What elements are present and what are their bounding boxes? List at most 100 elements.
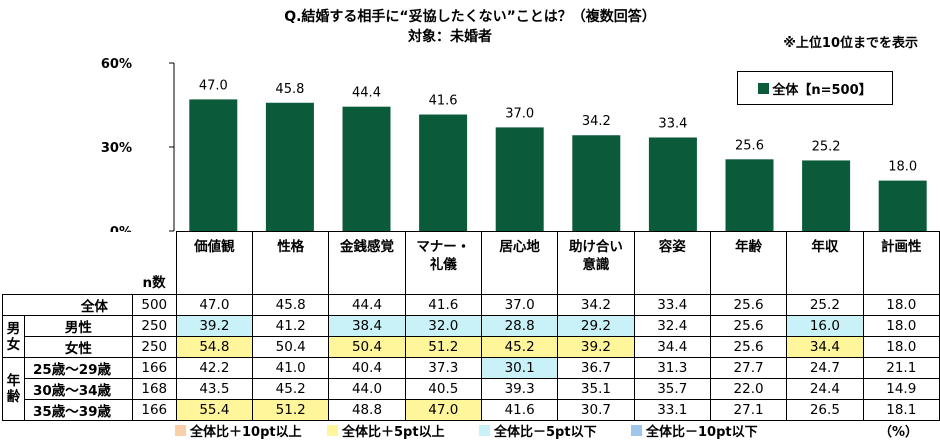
data-label: 45.8: [275, 82, 304, 97]
table-row: 全体 500 47.0 45.8 44.4 41.6 37.0 34.2 33.4 25.6 25.…: [2, 294, 940, 316]
table-row: 35歳～39歳 166 55.4 51.2 48.8 47.0 41.6 30.7 33.1 27…: [3, 399, 940, 421]
category-label-line: 意識: [582, 257, 610, 273]
highlight-key-label: 全体比＋5pt以上: [342, 425, 445, 440]
value-cell: 18.0: [862, 315, 940, 337]
value-cell: 41.2: [252, 315, 330, 337]
value-cell: 54.8: [175, 336, 254, 358]
legend-label: 全体【n=500】: [772, 82, 872, 98]
highlight-key-item: 全体比－10pt以下: [631, 421, 783, 440]
group-label: 男女: [2, 315, 25, 358]
chart-title: Q.結婚する相手に“妥協したくない”ことは？（複数回答）: [284, 9, 656, 25]
value-cell: 33.4: [633, 294, 711, 316]
value-cell: 31.3: [633, 357, 711, 379]
value-cell: 45.8: [252, 294, 330, 316]
n-header: n数: [132, 231, 177, 295]
value-cell: 27.1: [709, 399, 788, 421]
value-cell: 24.7: [786, 357, 864, 379]
value-cell: 18.0: [862, 336, 940, 358]
bar-居心地: [495, 127, 544, 231]
category-label-line: 年齢: [735, 239, 763, 255]
value-cell: 39.2: [557, 336, 635, 358]
value-cell: 33.1: [633, 399, 711, 421]
highlight-key-label: 全体比＋10pt以上: [190, 425, 302, 440]
n-cell: 250: [131, 336, 177, 358]
group-label: 年齢: [2, 357, 25, 421]
value-cell: 51.2: [404, 336, 482, 358]
bar-容姿: [648, 137, 697, 231]
category-label: 助け合い 意識: [557, 231, 635, 295]
highlight-swatch: [175, 425, 186, 436]
group-label-char: 齢: [6, 389, 21, 405]
value-cell: 18.0: [862, 294, 940, 316]
value-cell: 39.2: [175, 315, 254, 337]
value-cell: 41.0: [252, 357, 330, 379]
table-row: 30歳～34歳 168 43.5 45.2 44.0 40.5 39.3 35.1 35.7 22…: [3, 378, 940, 400]
value-cell: 29.2: [557, 315, 635, 337]
data-label: 41.6: [429, 94, 458, 109]
value-cell: 18.1: [862, 399, 940, 421]
highlight-key-item: 全体比－5pt以下: [479, 421, 631, 440]
category-label-line: 助け合い: [568, 239, 623, 255]
bar-年齢: [725, 159, 774, 231]
n-cell: 166: [131, 357, 177, 379]
n-cell: 168: [131, 378, 177, 400]
row-label: 35歳～39歳: [23, 399, 133, 421]
group-label-char: 男: [6, 320, 21, 337]
table-row: 女性 250 54.8 50.4 50.4 51.2 45.2 39.2 34.4 25.6 34.…: [3, 336, 940, 358]
row-label: 女性: [23, 336, 133, 358]
value-cell: 40.4: [328, 357, 406, 379]
highlight-key-label: 全体比－10pt以下: [646, 425, 758, 440]
category-label-line: 性格: [277, 239, 305, 255]
highlight-key-item: 全体比＋5pt以上: [327, 421, 479, 440]
row-label: 30歳～34歳: [23, 378, 133, 400]
data-label: 18.0: [888, 160, 917, 175]
value-cell: 25.2: [786, 294, 864, 316]
group-label-char: 年: [6, 373, 21, 389]
data-label: 47.0: [199, 78, 228, 93]
bar-年収: [802, 160, 851, 231]
category-label-line: 金銭感覚: [340, 239, 394, 255]
highlight-swatch: [631, 425, 642, 436]
data-label: 25.2: [812, 139, 841, 154]
table-row: 男女男性 250 39.2 41.2 38.4 32.0 28.8 29.2 32.4 25.6 1…: [2, 315, 940, 358]
row-label: 男性: [23, 315, 133, 337]
category-label: 居心地: [480, 231, 559, 295]
y-tick-label: 60%: [101, 57, 132, 72]
category-label-line: 居心地: [499, 239, 540, 255]
highlight-swatch: [479, 425, 490, 436]
n-cell: 500: [131, 294, 177, 316]
category-label: 性格: [252, 231, 330, 295]
value-cell: 36.7: [557, 357, 635, 379]
value-cell: 32.0: [404, 315, 482, 337]
category-label-line: 年収: [811, 239, 839, 255]
value-cell: 41.6: [404, 294, 482, 316]
value-cell: 40.5: [404, 378, 482, 400]
value-cell: 21.1: [862, 357, 940, 379]
unit-label: （%）: [878, 425, 918, 440]
value-cell: 42.2: [175, 357, 254, 379]
highlight-swatch: [327, 425, 338, 436]
category-label-line: 礼儀: [429, 257, 457, 273]
legend-swatch: [758, 82, 770, 94]
value-cell: 26.5: [786, 399, 864, 421]
category-label: マナー・ 礼儀: [404, 231, 482, 295]
row-label: 25歳～29歳: [23, 357, 133, 379]
category-label-line: マナー・: [416, 239, 471, 255]
value-cell: 22.0: [709, 378, 788, 400]
category-label-line: 計画性: [881, 239, 922, 255]
value-cell: 27.7: [709, 357, 788, 379]
category-label: 年齢: [709, 231, 788, 295]
value-cell: 34.2: [557, 294, 635, 316]
row-label: 全体: [2, 294, 133, 316]
bar-助け合い意識: [572, 135, 621, 231]
chart-subtitle: 対象：未婚者: [408, 29, 492, 45]
value-cell: 25.6: [709, 294, 788, 316]
highlight-key-label: 全体比－5pt以下: [494, 425, 597, 440]
value-cell: 30.1: [480, 357, 559, 379]
n-cell: 250: [131, 315, 177, 337]
bar-chart: 0% 30% 60% 47.0 45.8 44.4 41.6 37.0 34.2 33.4 25.6…: [101, 57, 927, 232]
value-cell: 16.0: [786, 315, 864, 337]
value-cell: 41.6: [480, 399, 559, 421]
value-cell: 47.0: [404, 399, 482, 421]
value-cell: 47.0: [175, 294, 254, 316]
